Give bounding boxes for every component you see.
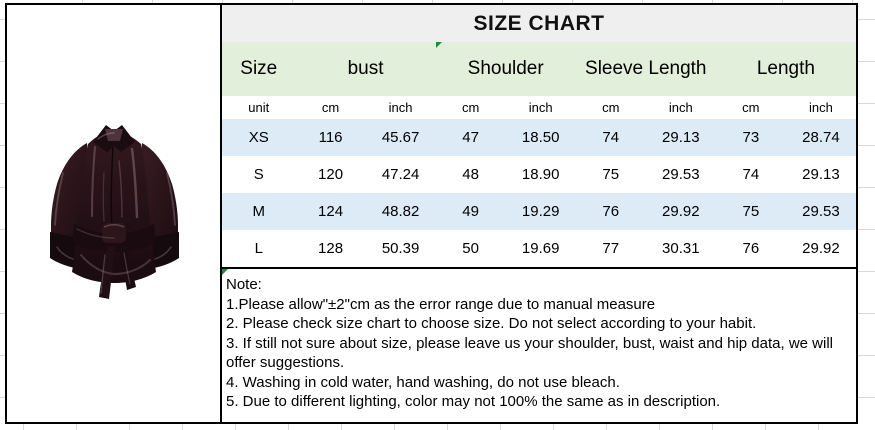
size-cell: XS [248, 129, 269, 146]
unit-cell: cm [575, 96, 646, 119]
value-cell: 50 [462, 240, 479, 257]
value-cell: 74 [742, 166, 760, 183]
header-size: Size [222, 42, 296, 96]
value-cell: 47.24 [381, 166, 420, 183]
unit-cell: inch [785, 96, 856, 119]
header-sleeve-length: Sleeve Length [575, 42, 716, 96]
header-bust: bust [295, 42, 436, 96]
size-cell: L [254, 240, 263, 257]
size-cell: S [253, 166, 264, 183]
table-row-l: L 128 50.39 50 19.69 77 30.31 76 29.92 [222, 230, 856, 267]
jacket-belt-knot [102, 223, 126, 243]
unit-cell: cm [715, 96, 786, 119]
jacket-strap-left [99, 245, 115, 299]
note-item-3: 3. If still not sure about size, please … [226, 334, 834, 372]
value-cell: 45.67 [381, 129, 420, 146]
value-cell: 48.82 [381, 203, 420, 220]
value-cell: 50.39 [381, 240, 420, 257]
product-image-panel [7, 5, 222, 422]
size-cell: M [252, 203, 266, 220]
note-item-2: 2. Please check size chart to choose siz… [226, 315, 757, 332]
note-item-4: 4. Washing in cold water, hand washing, … [226, 373, 620, 391]
value-cell: 75 [602, 166, 620, 183]
value-cell: 120 [318, 166, 344, 183]
value-cell: 128 [318, 240, 344, 257]
value-cell: 124 [318, 203, 344, 220]
note-item-5: 5. Due to different lighting, color may … [226, 393, 721, 410]
table-row-xs: XS 116 45.67 47 18.50 74 29.13 73 28.74 [222, 119, 856, 156]
unit-cell: cm [435, 96, 506, 119]
jacket-right-sleeve [140, 143, 178, 240]
table-row-m: M 124 48.82 49 19.29 76 29.92 75 29.53 [222, 193, 856, 230]
unit-cell: inch [645, 96, 716, 119]
unit-cell: cm [295, 96, 366, 119]
notes-section: Note: 1.Please allow"±2"cm as the error … [222, 267, 856, 422]
value-cell: 76 [602, 203, 620, 220]
value-cell: 19.69 [521, 240, 560, 257]
value-cell: 74 [602, 129, 620, 146]
value-cell: 29.92 [802, 240, 840, 257]
spreadsheet-gridlines-bottom [0, 424, 875, 430]
spreadsheet-gridlines-right [858, 0, 875, 430]
unit-cell: inch [365, 96, 436, 119]
spreadsheet-gridlines-left [0, 0, 5, 430]
value-cell: 29.13 [802, 166, 840, 183]
unit-row: unit cm inch cm inch cm inch cm inch [222, 96, 856, 119]
unit-label: unit [222, 96, 296, 119]
table-row-s: S 120 47.24 48 18.90 75 29.53 74 29.13 [222, 156, 856, 193]
value-cell: 73 [742, 129, 760, 146]
unit-cell: inch [505, 96, 576, 119]
header-row: Size bust Shoulder Sleeve Length Length [222, 42, 856, 96]
jacket-strap-right [119, 245, 136, 290]
value-cell: 116 [318, 129, 343, 146]
header-length: Length [715, 42, 856, 96]
value-cell: 49 [462, 203, 479, 220]
notes-heading: Note: [226, 276, 262, 293]
spreadsheet-gridlines-top [0, 0, 875, 4]
value-cell: 18.50 [521, 129, 560, 146]
value-cell: 18.90 [521, 166, 560, 183]
value-cell: 47 [462, 129, 479, 146]
jacket-left-cuff [50, 232, 79, 268]
size-table: Size bust Shoulder Sleeve Length Length … [222, 42, 856, 267]
value-cell: 76 [742, 240, 760, 257]
chart-area: SIZE CHART Size bust Shoulder Sleeve Len… [222, 5, 856, 422]
value-cell: 30.31 [662, 240, 700, 257]
jacket-product-image [50, 125, 179, 299]
note-item-1: 1.Please allow"±2"cm as the error range … [226, 295, 656, 313]
value-cell: 75 [742, 203, 760, 220]
value-cell: 28.74 [802, 129, 840, 146]
header-shoulder: Shoulder [435, 42, 576, 96]
chart-title: SIZE CHART [222, 5, 856, 42]
value-cell: 48 [462, 166, 479, 183]
jacket-right-cuff [150, 232, 179, 268]
value-cell: 19.29 [521, 203, 560, 220]
value-cell: 77 [602, 240, 620, 257]
value-cell: 29.92 [662, 203, 700, 220]
jacket-neck-lining [105, 129, 123, 141]
value-cell: 29.13 [662, 129, 700, 146]
size-chart-panel: SIZE CHART Size bust Shoulder Sleeve Len… [5, 3, 858, 424]
value-cell: 29.53 [662, 166, 700, 183]
value-cell: 29.53 [802, 203, 840, 220]
